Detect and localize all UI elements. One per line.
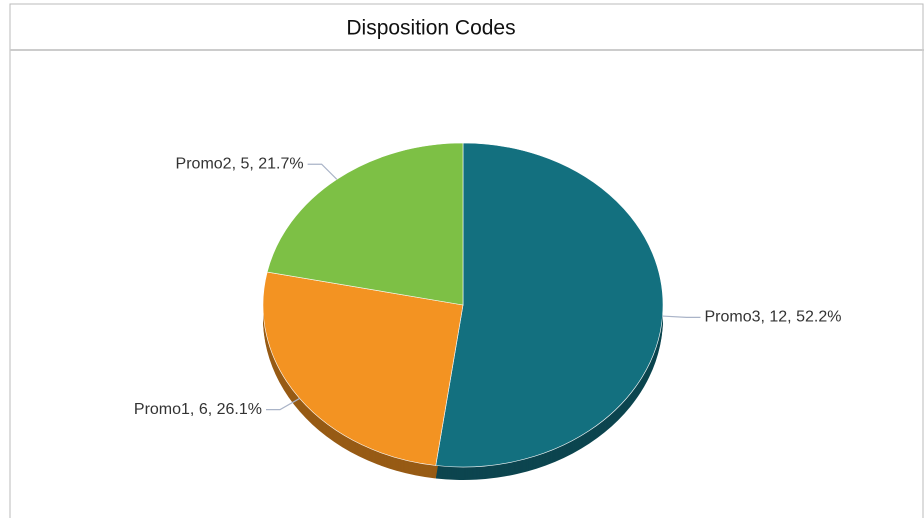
leader-line	[265, 397, 300, 411]
data-label: Promo1, 6, 26.1%	[134, 401, 262, 418]
leader-line	[662, 315, 701, 318]
leader-line	[307, 163, 338, 180]
data-label: Promo2, 5, 21.7%	[176, 155, 304, 172]
data-label: Promo3, 12, 52.2%	[704, 309, 841, 326]
chart-title: Disposition Codes	[346, 17, 515, 40]
